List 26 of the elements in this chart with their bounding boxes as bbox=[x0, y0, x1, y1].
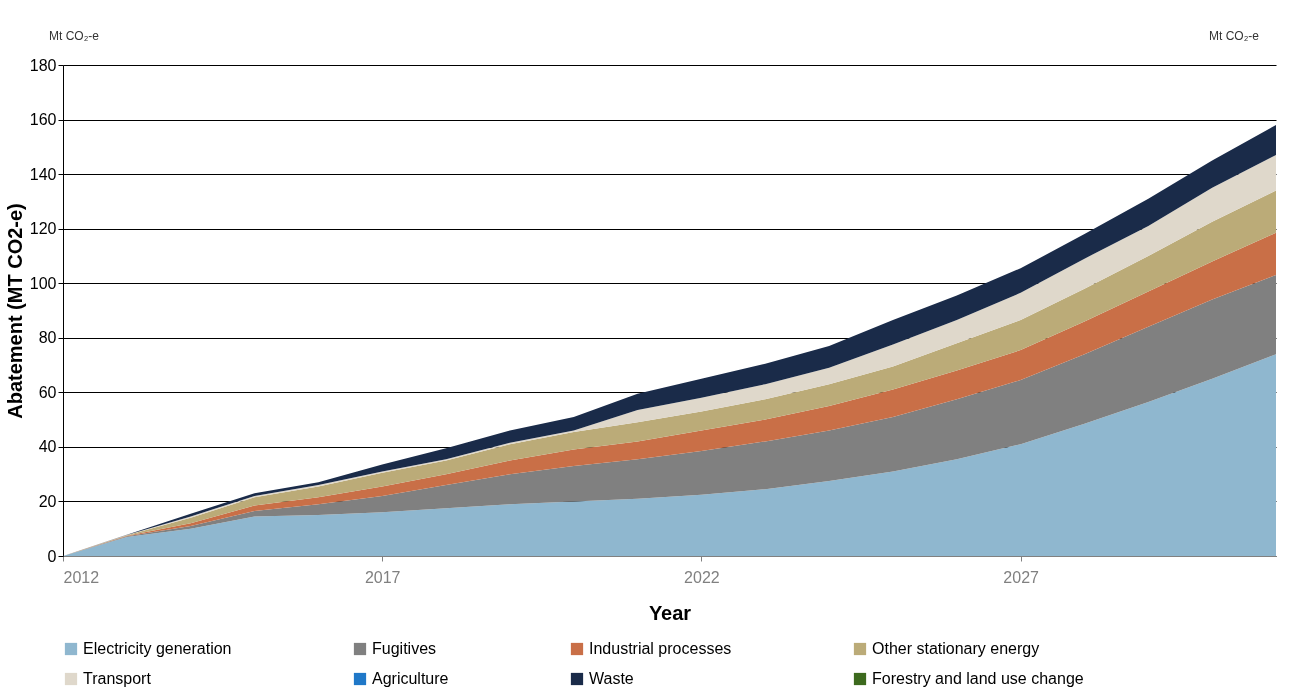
x-tick-label: 2012 bbox=[63, 568, 100, 586]
y-tick-label: 20 bbox=[38, 492, 57, 510]
x-tick-label: 2027 bbox=[1003, 568, 1040, 586]
y-tick-label: 160 bbox=[29, 111, 57, 129]
y-tick-label: 80 bbox=[38, 329, 57, 347]
y-tick-label: 60 bbox=[38, 383, 57, 401]
legend-label: Waste bbox=[589, 670, 634, 687]
text: Mt CO₂-e bbox=[1209, 29, 1260, 43]
legend-label: Electricity generation bbox=[83, 640, 232, 657]
y-tick-label: 140 bbox=[29, 165, 57, 183]
y-tick-label: 120 bbox=[29, 220, 57, 238]
y-tick-label: 100 bbox=[29, 274, 57, 292]
text: Mt CO₂-e bbox=[49, 29, 100, 43]
legend-label: Agriculture bbox=[372, 670, 449, 687]
y-tick-label: 180 bbox=[29, 56, 57, 74]
legend-label: Forestry and land use change bbox=[872, 670, 1084, 687]
legend-label: Other stationary energy bbox=[872, 640, 1040, 657]
y-tick-label: 40 bbox=[38, 438, 57, 456]
y-tick-label: 0 bbox=[47, 547, 57, 565]
legend-label: Industrial processes bbox=[589, 640, 732, 657]
legend-label: Transport bbox=[83, 670, 152, 687]
legend-label: Fugitives bbox=[372, 640, 437, 657]
x-tick-label: 2022 bbox=[684, 568, 720, 586]
x-tick-label: 2017 bbox=[364, 568, 401, 586]
y-axis-title: Abatement (MT CO2-e) bbox=[3, 203, 26, 419]
x-axis-title: Year bbox=[648, 601, 692, 624]
